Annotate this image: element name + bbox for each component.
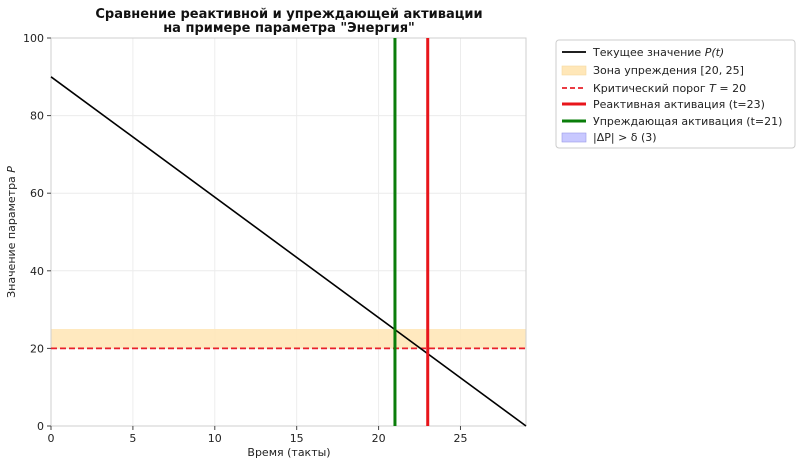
legend-label-proactive: Упреждающая активация (t=21) bbox=[593, 115, 782, 128]
legend-label-threshold: Критический порог T = 20 bbox=[593, 82, 746, 95]
y-tick-label: 20 bbox=[30, 342, 44, 355]
grid-lines bbox=[50, 37, 526, 427]
chart-title-line1: Сравнение реактивной и упреждающей актив… bbox=[95, 7, 482, 22]
legend-label-delta: |ΔP| > δ (3) bbox=[593, 131, 657, 144]
x-tick-label: 0 bbox=[48, 432, 55, 445]
series-polyline bbox=[50, 76, 527, 427]
plot-frame bbox=[50, 37, 527, 427]
legend-swatch-delta bbox=[561, 132, 587, 143]
legend: Текущее значение P(t) Зона упреждения [2… bbox=[555, 39, 796, 149]
legend-swatch-zone bbox=[561, 65, 587, 76]
warning-zone-band bbox=[51, 329, 526, 349]
y-axis-label-var: P bbox=[5, 166, 18, 173]
x-tick-label: 20 bbox=[372, 432, 386, 445]
y-axis-ticks: 0 20 40 60 80 100 bbox=[23, 32, 51, 433]
x-tick-label: 5 bbox=[129, 432, 136, 445]
legend-label-zone: Зона упреждения [20, 25] bbox=[593, 64, 744, 77]
series-line bbox=[50, 76, 527, 427]
y-tick-label: 0 bbox=[37, 420, 44, 433]
x-axis-ticks: 0 5 10 15 20 25 bbox=[48, 426, 467, 445]
y-axis-label-text: Значение параметра bbox=[5, 173, 18, 298]
x-axis-label: Время (такты) bbox=[247, 446, 330, 459]
plot-border bbox=[50, 37, 527, 427]
y-axis-label: Значение параметра P bbox=[5, 166, 18, 298]
chart-title-line2: на примере параметра "Энергия" bbox=[163, 21, 415, 36]
y-tick-label: 80 bbox=[30, 110, 44, 123]
x-tick-label: 25 bbox=[453, 432, 467, 445]
x-tick-label: 10 bbox=[208, 432, 222, 445]
legend-label-reactive: Реактивная активация (t=23) bbox=[593, 98, 765, 111]
legend-label-line: Текущее значение P(t) bbox=[592, 46, 724, 59]
x-tick-label: 15 bbox=[290, 432, 304, 445]
y-tick-label: 40 bbox=[30, 265, 44, 278]
warning-zone-rect bbox=[51, 329, 526, 349]
legend-frame bbox=[555, 39, 796, 149]
y-tick-label: 100 bbox=[23, 32, 44, 45]
activation-lines bbox=[393, 38, 430, 426]
y-tick-label: 60 bbox=[30, 187, 44, 200]
